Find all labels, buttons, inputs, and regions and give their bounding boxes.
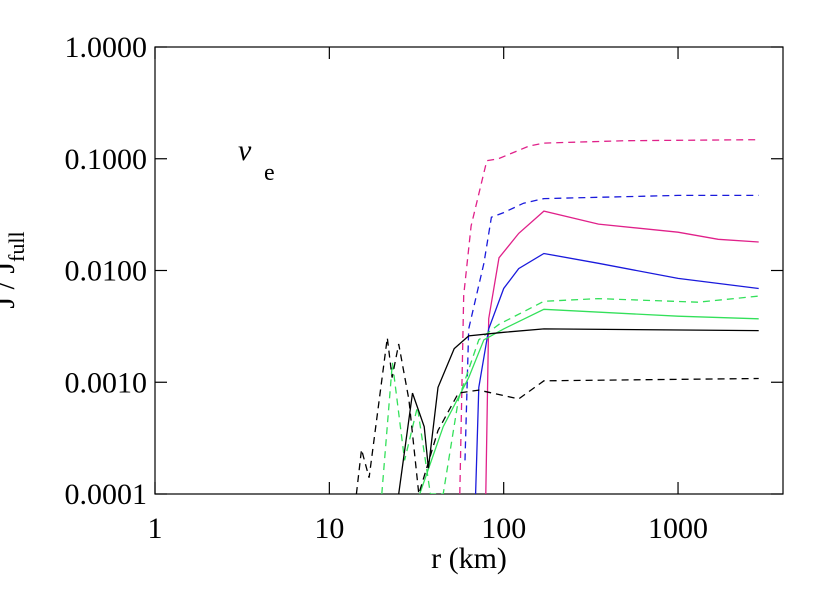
y-tick-label: 1.0000	[65, 31, 148, 64]
y-tick-label: 0.0001	[65, 478, 148, 511]
x-tick-label: 10	[314, 512, 344, 545]
series-line	[474, 252, 759, 494]
y-tick-label: 0.0100	[65, 255, 148, 288]
y-tick-label: 0.0010	[65, 366, 148, 399]
plot-lines	[355, 139, 759, 494]
annotation-sub: e	[264, 160, 275, 186]
y-axis-label: J / Jfull	[0, 231, 29, 308]
y-tick-label: 0.1000	[65, 143, 148, 176]
series-line	[459, 139, 759, 494]
y-axis-label-sub: full	[4, 231, 29, 262]
series-line	[381, 295, 759, 494]
x-tick-label: 1	[148, 512, 163, 545]
series-line	[355, 337, 759, 494]
annotation: νe	[238, 134, 275, 186]
x-tick-label: 1000	[648, 512, 708, 545]
series-line	[398, 328, 759, 494]
series-line	[419, 308, 759, 494]
plot-frame	[154, 46, 784, 495]
annotation-main: ν	[238, 134, 252, 167]
x-tick-label: 100	[481, 512, 526, 545]
series-line	[485, 210, 759, 494]
series-line	[464, 194, 759, 461]
y-axis-label-main: J / J	[0, 262, 21, 309]
x-axis-label: r (km)	[431, 542, 507, 575]
